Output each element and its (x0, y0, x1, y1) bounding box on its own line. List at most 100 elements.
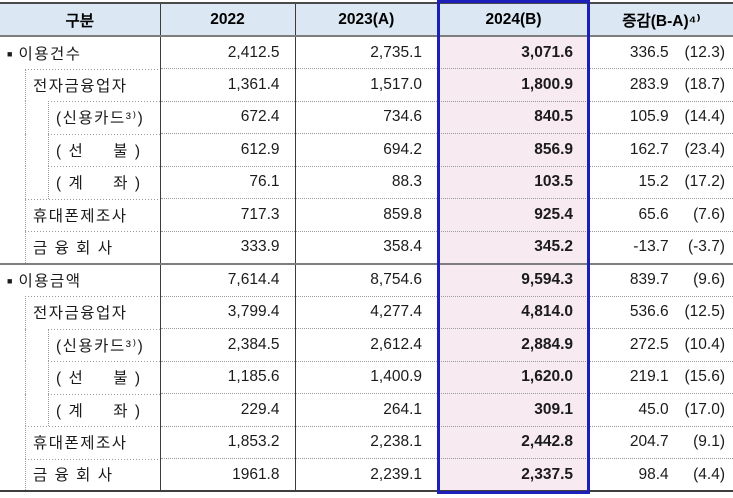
row-label: (신용카드³⁾) (56, 110, 145, 128)
category-cell: (신용카드³⁾) (0, 328, 161, 361)
category-cell: ( 선 불 ) (0, 133, 161, 166)
value-2023: 2,239.1 (295, 458, 437, 492)
change-amount: -13.7 (633, 238, 669, 255)
table-row: ■ 이용건수 2,412.5 2,735.1 3,071.6 336.5 (12.3) (0, 36, 733, 69)
change-percent: (18.7) (684, 75, 725, 93)
value-2023: 4,277.4 (295, 295, 437, 329)
row-label: 전자금융업자 (33, 305, 128, 323)
category-cell: 전자금융업자 (0, 296, 161, 329)
change-amount: 98.4 (638, 465, 669, 483)
value-2022: 2,384.5 (160, 328, 296, 361)
value-2023: 358.4 (295, 230, 437, 264)
change-percent: (-3.7) (687, 238, 725, 255)
table-row: (신용카드³⁾) 2,384.5 2,612.4 2,884.9 272.5 (10.4) (0, 328, 733, 361)
indent-guide-line (48, 361, 49, 394)
indent-guide-line (25, 393, 26, 426)
indent-guide-line (25, 296, 26, 329)
value-2024: 1,620.0 (437, 360, 590, 394)
table-row: 휴대폰제조사 717.3 859.8 925.4 65.6 (7.6) (0, 198, 733, 231)
indent-guide-line (25, 426, 26, 459)
change-cell: 162.7 (23.4) (590, 133, 733, 166)
value-2024: 3,071.6 (437, 36, 590, 69)
category-cell: ■ 이용건수 (0, 36, 161, 69)
change-cell: 536.6 (12.5) (590, 295, 733, 329)
value-2024: 9,594.3 (437, 262, 590, 296)
table-row: ( 선 불 ) 1,185.6 1,400.9 1,620.0 219.1 (15.6) (0, 360, 733, 394)
value-2023: 694.2 (295, 133, 437, 166)
category-cell: 휴대폰제조사 (0, 426, 161, 459)
table-row: ( 계 좌 ) 229.4 264.1 309.1 45.0 (17.0) (0, 393, 733, 426)
change-amount: 219.1 (629, 368, 669, 386)
table-row: 휴대폰제조사 1,853.2 2,238.1 2,442.8 204.7 (9.1) (0, 425, 733, 459)
category-cell: ( 계 좌 ) (0, 166, 161, 199)
value-2022: 3,799.4 (160, 295, 296, 329)
value-2022: 229.4 (160, 393, 296, 426)
row-label: ( 선 불 ) (56, 142, 142, 160)
row-label: 이용금액 (18, 273, 82, 291)
value-2022: 76.1 (160, 165, 296, 199)
indent-guide-line (25, 101, 26, 134)
value-2024: 856.9 (437, 133, 590, 166)
row-label: ( 계 좌 ) (56, 402, 142, 420)
value-2024: 2,884.9 (437, 328, 590, 361)
table-header: 구분 2022 2023(A) 2024(B) 증감(B-A)⁴⁾ (0, 2, 733, 37)
category-cell: 금 융 회 사 (0, 231, 161, 264)
row-label: 휴대폰제조사 (33, 207, 128, 225)
change-cell: 105.9 (14.4) (590, 100, 733, 134)
change-percent: (9.6) (693, 271, 725, 288)
category-cell: ■ 이용금액 (0, 262, 161, 296)
change-cell: 45.0 (17.0) (590, 393, 733, 426)
indent-guide-line (48, 166, 49, 199)
table-row: 전자금융업자 3,799.4 4,277.4 4,814.0 536.6 (12.5) (0, 295, 733, 329)
indent-guide-line (48, 133, 49, 166)
change-percent: (12.3) (684, 43, 725, 61)
change-cell: 65.6 (7.6) (590, 198, 733, 231)
change-percent: (17.0) (684, 400, 725, 418)
category-cell: ( 계 좌 ) (0, 393, 161, 426)
change-percent: (14.4) (684, 108, 725, 126)
value-2024: 2,442.8 (437, 425, 590, 459)
row-label: ( 선 불 ) (56, 370, 142, 388)
value-2024: 1,800.9 (437, 68, 590, 101)
change-amount: 162.7 (629, 140, 669, 158)
indent-guide-line (25, 166, 26, 199)
value-2024: 925.4 (437, 198, 590, 231)
value-2023: 264.1 (295, 393, 437, 426)
change-amount: 45.0 (638, 400, 669, 418)
table-row: 금 융 회 사 1961.8 2,239.1 2,337.5 98.4 (4.4) (0, 458, 733, 492)
table-row: 전자금융업자 1,361.4 1,517.0 1,800.9 283.9 (18.7) (0, 68, 733, 101)
row-label: ( 계 좌 ) (56, 175, 142, 193)
value-2023: 1,517.0 (295, 68, 437, 101)
table-row: (신용카드³⁾) 672.4 734.6 840.5 105.9 (14.4) (0, 100, 733, 134)
indent-guide-line (48, 328, 49, 361)
indent-guide-line (25, 198, 26, 231)
indent-guide-line (25, 328, 26, 361)
change-cell: 219.1 (15.6) (590, 360, 733, 394)
table-row: ■ 이용금액 7,614.4 8,754.6 9,594.3 839.7 (9.6) (0, 262, 733, 296)
table-row: ( 선 불 ) 612.9 694.2 856.9 162.7 (23.4) (0, 133, 733, 166)
value-2023: 2,238.1 (295, 425, 437, 459)
value-2022: 672.4 (160, 100, 296, 134)
change-amount: 839.7 (629, 271, 669, 288)
value-2023: 859.8 (295, 198, 437, 231)
change-percent: (7.6) (693, 205, 725, 223)
change-cell: 98.4 (4.4) (590, 458, 733, 492)
indent-guide-line (48, 393, 49, 426)
change-percent: (23.4) (684, 140, 725, 158)
change-amount: 65.6 (638, 205, 669, 223)
header-category: 구분 (0, 2, 161, 37)
indent-guide-line (25, 458, 26, 490)
change-cell: -13.7 (-3.7) (590, 230, 733, 264)
value-2024: 309.1 (437, 393, 590, 426)
value-2022: 1961.8 (160, 458, 296, 492)
change-amount: 105.9 (629, 108, 669, 126)
value-2023: 734.6 (295, 100, 437, 134)
change-percent: (4.4) (693, 465, 725, 483)
value-2024: 4,814.0 (437, 295, 590, 329)
change-cell: 336.5 (12.3) (590, 36, 733, 69)
change-cell: 283.9 (18.7) (590, 68, 733, 101)
change-amount: 536.6 (629, 303, 669, 321)
change-amount: 336.5 (629, 43, 669, 61)
category-cell: 휴대폰제조사 (0, 198, 161, 231)
